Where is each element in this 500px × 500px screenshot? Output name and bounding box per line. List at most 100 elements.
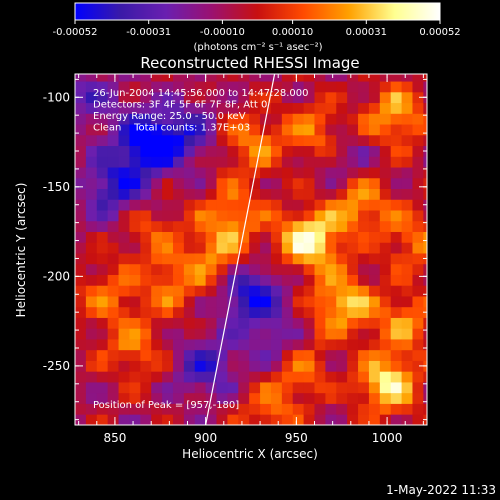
heatmap-cell (118, 403, 130, 415)
heatmap-cell (270, 414, 283, 425)
heatmap-cell (270, 231, 283, 243)
heatmap-cell (118, 210, 130, 222)
heatmap-cell (423, 242, 427, 254)
heatmap-cell (107, 382, 119, 394)
heatmap-cell (151, 156, 163, 168)
heatmap-cell (314, 274, 326, 286)
heatmap-cell (423, 371, 427, 383)
heatmap-cell (358, 392, 370, 404)
heatmap-cell (227, 220, 239, 232)
heatmap-cell (401, 349, 413, 361)
heatmap-cell (325, 156, 337, 168)
heatmap-cell (379, 296, 392, 308)
heatmap-cell (227, 274, 239, 286)
heatmap-cell (172, 414, 185, 425)
heatmap-cell (249, 242, 261, 254)
heatmap-cell (85, 274, 98, 286)
heatmap-cell (172, 263, 185, 275)
heatmap-cell (347, 382, 359, 394)
heatmap-cell (423, 231, 427, 243)
heatmap-cell (292, 167, 305, 179)
heatmap-cell (140, 253, 152, 265)
heatmap-cell (151, 74, 163, 82)
heatmap-cell (260, 242, 272, 254)
heatmap-cell (336, 339, 348, 351)
heatmap-cell (140, 392, 152, 404)
heatmap-cell (336, 349, 348, 361)
heatmap-cell (85, 156, 98, 168)
heatmap-cell (205, 382, 217, 394)
heatmap-cell (183, 124, 196, 136)
heatmap-cell (85, 102, 98, 114)
heatmap-cell (249, 156, 261, 168)
heatmap-cell (281, 285, 294, 297)
heatmap-cell (303, 102, 315, 114)
heatmap-cell (238, 134, 250, 147)
heatmap-cell (194, 371, 207, 383)
heatmap-cell (107, 177, 119, 190)
heatmap-cell (314, 74, 326, 82)
heatmap-cell (347, 188, 359, 200)
heatmap-cell (172, 328, 185, 340)
heatmap-cell (260, 167, 272, 179)
heatmap-cell (183, 317, 196, 329)
colorbar: -0.00052 -0.00031 -0.00010 0.00010 0.00031 0.… (53, 2, 461, 38)
heatmap-cell (151, 81, 163, 93)
heatmap-cell (129, 167, 141, 179)
heatmap-cell (118, 253, 130, 265)
heatmap-cell (260, 145, 272, 157)
heatmap-cell (281, 156, 294, 168)
heatmap-cell (368, 74, 381, 82)
heatmap-cell (249, 339, 261, 351)
heatmap-cell (325, 339, 337, 351)
plot-frame (74, 73, 428, 426)
heatmap-cell (238, 102, 250, 114)
heatmap-cell (325, 403, 337, 415)
heatmap-cell (368, 274, 381, 286)
heatmap-cell (216, 317, 228, 329)
heatmap-cell (183, 91, 196, 104)
heatmap-cell (336, 263, 348, 275)
heatmap-cell (205, 296, 217, 308)
heatmap-cell (205, 220, 217, 232)
heatmap-cell (75, 210, 87, 222)
colorbar-tick-label: 0.00031 (346, 27, 387, 38)
heatmap-cell (423, 210, 427, 222)
heatmap-cell (140, 220, 152, 232)
heatmap-cell (85, 414, 98, 425)
heatmap-cell (314, 360, 326, 372)
heatmap-cell (151, 210, 163, 222)
heatmap-cell (107, 74, 119, 82)
heatmap-cell (303, 167, 315, 179)
heatmap-cell (140, 360, 152, 372)
colorbar-tick-label: -0.00031 (126, 27, 171, 38)
heatmap-cell (336, 134, 348, 147)
heatmap-cell (423, 134, 427, 147)
heatmap-cell (162, 134, 174, 147)
heatmap-cell (85, 382, 98, 394)
heatmap-cell (281, 91, 294, 104)
heatmap-cell (205, 231, 217, 243)
heatmap-cell (183, 382, 196, 394)
heatmap-cell (325, 124, 337, 136)
heatmap-cell (96, 167, 109, 179)
heatmap-cell (96, 339, 109, 351)
heatmap-cell (96, 156, 109, 168)
heatmap-cell (325, 414, 337, 425)
heatmap-cell (140, 242, 152, 254)
heatmap-cell (379, 253, 392, 265)
heatmap-cell (129, 360, 141, 372)
heatmap-cell (281, 371, 294, 383)
heatmap-cell (314, 102, 326, 114)
heatmap-cell (107, 285, 119, 297)
heatmap-cell (423, 74, 427, 82)
heatmap-cell (325, 328, 337, 340)
heatmap-cell (401, 74, 413, 82)
heatmap-cell (107, 339, 119, 351)
heatmap-cell (96, 242, 109, 254)
heatmap-cell (129, 349, 141, 361)
annotation-line: Detectors: 3F 4F 5F 6F 7F 8F, Att 0 (93, 100, 267, 111)
heatmap-cell (368, 317, 381, 329)
heatmap-cell (75, 371, 87, 383)
heatmap-cell (358, 306, 370, 318)
